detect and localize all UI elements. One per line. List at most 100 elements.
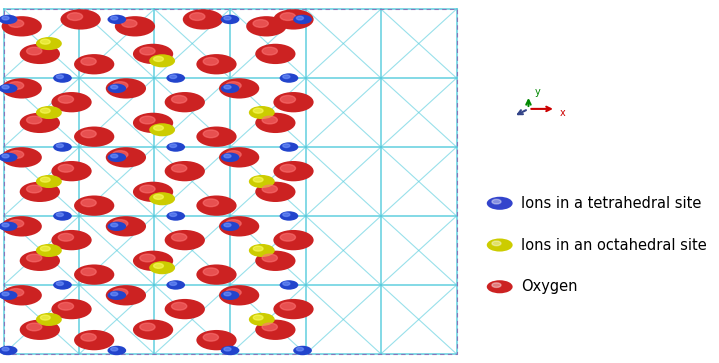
Circle shape <box>221 290 239 300</box>
Circle shape <box>27 254 42 262</box>
Circle shape <box>52 299 92 319</box>
Circle shape <box>280 211 298 221</box>
Circle shape <box>36 244 62 257</box>
Circle shape <box>60 9 101 29</box>
Circle shape <box>224 292 231 296</box>
Circle shape <box>280 13 296 20</box>
Circle shape <box>149 54 175 68</box>
Circle shape <box>280 73 298 83</box>
Circle shape <box>52 161 92 181</box>
Circle shape <box>196 264 237 285</box>
Circle shape <box>19 113 60 133</box>
Circle shape <box>108 84 127 93</box>
Text: Oxygen: Oxygen <box>521 279 578 294</box>
Circle shape <box>283 75 290 78</box>
Circle shape <box>74 54 114 74</box>
Circle shape <box>224 154 231 158</box>
Circle shape <box>166 142 185 152</box>
Circle shape <box>255 319 296 340</box>
Circle shape <box>74 264 114 285</box>
Circle shape <box>280 142 298 152</box>
Circle shape <box>133 113 173 133</box>
Circle shape <box>165 92 205 113</box>
Circle shape <box>221 221 239 231</box>
Circle shape <box>172 233 187 241</box>
Circle shape <box>165 230 205 250</box>
Circle shape <box>172 95 187 103</box>
Circle shape <box>196 330 237 350</box>
Circle shape <box>253 20 268 27</box>
Circle shape <box>262 116 278 124</box>
Circle shape <box>226 289 241 296</box>
Circle shape <box>149 261 175 274</box>
Circle shape <box>0 290 17 300</box>
Circle shape <box>40 315 50 320</box>
Circle shape <box>108 152 127 162</box>
Circle shape <box>224 223 231 227</box>
Circle shape <box>1 78 42 99</box>
Circle shape <box>226 82 241 89</box>
Circle shape <box>293 346 312 355</box>
Circle shape <box>283 213 290 216</box>
Circle shape <box>81 199 96 207</box>
Circle shape <box>133 182 173 202</box>
Circle shape <box>36 313 62 326</box>
Circle shape <box>226 220 241 227</box>
Circle shape <box>9 220 24 227</box>
Circle shape <box>19 319 60 340</box>
Circle shape <box>58 302 73 310</box>
Circle shape <box>154 57 163 61</box>
Circle shape <box>2 292 9 296</box>
Circle shape <box>2 347 9 351</box>
Circle shape <box>219 147 260 167</box>
Circle shape <box>19 44 60 64</box>
Circle shape <box>68 13 83 20</box>
Circle shape <box>221 15 239 24</box>
Text: Ions in an octahedral site: Ions in an octahedral site <box>521 237 707 253</box>
Circle shape <box>1 147 42 167</box>
Circle shape <box>113 289 128 296</box>
Circle shape <box>108 221 127 231</box>
Circle shape <box>58 233 73 241</box>
Circle shape <box>1 216 42 237</box>
Circle shape <box>293 15 312 24</box>
Circle shape <box>74 330 114 350</box>
Circle shape <box>255 182 296 202</box>
Circle shape <box>255 250 296 271</box>
Circle shape <box>139 47 155 55</box>
Circle shape <box>219 285 260 306</box>
Circle shape <box>52 230 92 250</box>
Circle shape <box>81 334 96 341</box>
Circle shape <box>0 221 17 231</box>
Circle shape <box>27 47 42 55</box>
Circle shape <box>492 241 501 246</box>
Circle shape <box>249 106 275 119</box>
Circle shape <box>2 223 9 227</box>
Circle shape <box>19 182 60 202</box>
Circle shape <box>111 223 118 227</box>
Circle shape <box>273 9 313 29</box>
Circle shape <box>0 15 17 24</box>
Text: Ions in a tetrahedral site: Ions in a tetrahedral site <box>521 196 702 211</box>
Circle shape <box>56 75 63 78</box>
Circle shape <box>283 282 290 285</box>
Circle shape <box>154 195 163 199</box>
Text: x: x <box>559 107 565 118</box>
Circle shape <box>262 254 278 262</box>
Circle shape <box>253 108 263 113</box>
Circle shape <box>253 315 263 320</box>
Circle shape <box>1 285 42 306</box>
Bar <box>4 9 457 354</box>
Circle shape <box>139 254 155 262</box>
Circle shape <box>56 144 63 147</box>
Circle shape <box>273 92 313 113</box>
Circle shape <box>165 299 205 319</box>
Circle shape <box>249 175 275 188</box>
Circle shape <box>113 220 128 227</box>
Circle shape <box>273 299 313 319</box>
Circle shape <box>9 289 24 296</box>
Circle shape <box>9 151 24 158</box>
Circle shape <box>53 211 72 221</box>
Circle shape <box>170 282 177 285</box>
Circle shape <box>111 292 118 296</box>
